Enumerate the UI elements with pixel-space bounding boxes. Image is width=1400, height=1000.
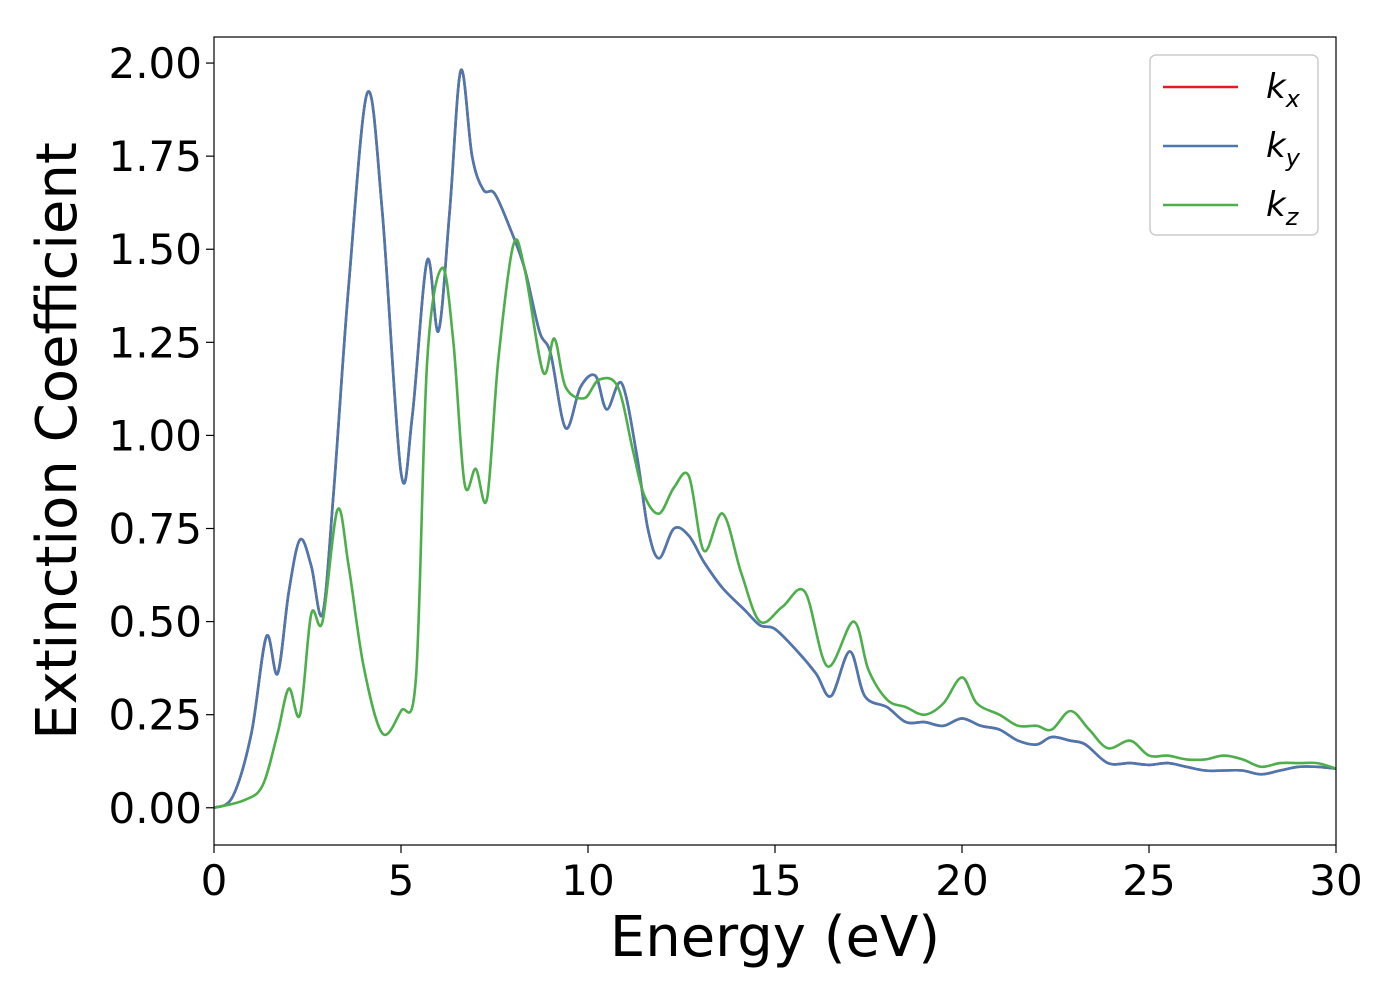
y-axis-ticks: 0.00 0.25 0.50 0.75 1.00 1.25 1.50 1.75 2.00 [108,39,214,833]
y-tick-label: 1.00 [108,411,202,460]
y-axis-label: Extinction Coefficient [25,142,90,740]
legend-label-z: kz [1266,185,1300,231]
y-tick-label: 0.50 [108,598,202,647]
legend-label-x: kx [1266,67,1301,113]
x-tick-label: 5 [388,856,415,905]
series-line-z [213,238,1337,810]
y-tick-label: 0.25 [108,691,202,740]
series-line-y [213,68,1337,810]
y-tick-label: 1.25 [108,318,202,367]
series-layer [213,68,1337,810]
x-tick-label: 15 [748,856,801,905]
x-tick-label: 30 [1309,856,1362,905]
y-tick-label: 2.00 [108,39,202,88]
legend: kx ky kz [1149,54,1319,236]
x-tick-label: 20 [935,856,988,905]
x-tick-label: 10 [561,856,614,905]
x-tick-label: 25 [1122,856,1175,905]
y-tick-label: 1.50 [108,225,202,274]
y-tick-label: 0.75 [108,505,202,554]
y-tick-label: 0.00 [108,784,202,833]
x-tick-label: 0 [201,856,228,905]
x-axis-ticks: 0 5 10 15 20 25 30 [201,845,1363,905]
x-axis-label: Energy (eV) [610,905,940,970]
legend-label-y: ky [1266,126,1301,172]
y-tick-label: 1.75 [108,132,202,181]
